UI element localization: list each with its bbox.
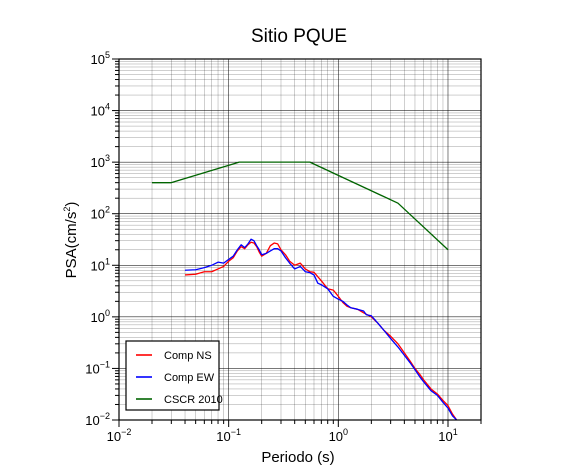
- series-line-cscr-2010: [152, 161, 449, 251]
- y-tick-label-base: 10: [91, 258, 105, 273]
- legend: Comp NS Comp EW CSCR 2010: [125, 340, 223, 411]
- y-tick-label-base: 10: [85, 413, 99, 428]
- y-tick-label-base: 10: [91, 207, 105, 222]
- x-tick-label: 10−1: [216, 427, 241, 444]
- y-axis-title-end: ): [63, 202, 80, 207]
- y-tick-label: 105: [91, 50, 110, 67]
- y-tick-label-exp: −2: [100, 411, 110, 421]
- y-tick-label-exp: 0: [105, 308, 110, 318]
- x-tick-label-exp: −1: [231, 427, 241, 437]
- x-tick-label-base: 10: [438, 429, 452, 444]
- y-tick-label-exp: 3: [105, 153, 110, 163]
- y-tick-label-exp: 4: [105, 102, 110, 112]
- x-tick-label-exp: −2: [121, 427, 131, 437]
- y-tick-label-exp: 5: [105, 50, 110, 60]
- chart-title: Sitio PQUE: [251, 26, 347, 47]
- y-axis-title-sup: 2: [62, 207, 72, 212]
- x-axis-title: Periodo (s): [261, 449, 334, 466]
- legend-label-ew: Comp EW: [164, 372, 215, 384]
- y-tick-label: 10−1: [85, 359, 110, 376]
- y-tick-label: 10−2: [85, 411, 110, 428]
- x-tick-labels: 10−2 10−1 100 101: [107, 427, 458, 444]
- x-tick-label-base: 10: [329, 429, 343, 444]
- plot-frame: [118, 58, 482, 421]
- x-tick-label: 10−2: [107, 427, 132, 444]
- y-tick-label-base: 10: [91, 310, 105, 325]
- y-tick-label: 100: [91, 308, 110, 325]
- y-tick-label: 104: [91, 102, 110, 119]
- x-tick-label: 101: [438, 427, 457, 444]
- grid-minor: [119, 59, 482, 420]
- x-tick-label-exp: 0: [343, 427, 348, 437]
- x-tick-label-base: 10: [216, 429, 230, 444]
- y-axis-title: PSA(cm/s2): [62, 202, 80, 279]
- y-axis-title-base: PSA(cm/s: [63, 212, 80, 279]
- y-tick-label-exp: 1: [105, 256, 110, 266]
- series-line-comp-ew: [184, 238, 458, 421]
- y-tick-label: 101: [91, 256, 110, 273]
- y-tick-label: 102: [91, 205, 110, 222]
- y-tick-label: 103: [91, 153, 110, 170]
- x-tick-label-exp: 1: [453, 427, 458, 437]
- y-tick-label-base: 10: [85, 361, 99, 376]
- x-tick-label-base: 10: [107, 429, 121, 444]
- y-tick-label-base: 10: [91, 52, 105, 67]
- y-tick-label-exp: −1: [100, 359, 110, 369]
- legend-label-ns: Comp NS: [164, 350, 212, 362]
- y-tick-label-base: 10: [91, 155, 105, 170]
- series-layer: [152, 161, 458, 421]
- legend-label-cscr: CSCR 2010: [164, 394, 223, 406]
- y-tick-label-exp: 2: [105, 205, 110, 215]
- y-tick-label-base: 10: [91, 104, 105, 119]
- x-tick-label: 100: [329, 427, 348, 444]
- series-line-comp-ns: [184, 241, 458, 421]
